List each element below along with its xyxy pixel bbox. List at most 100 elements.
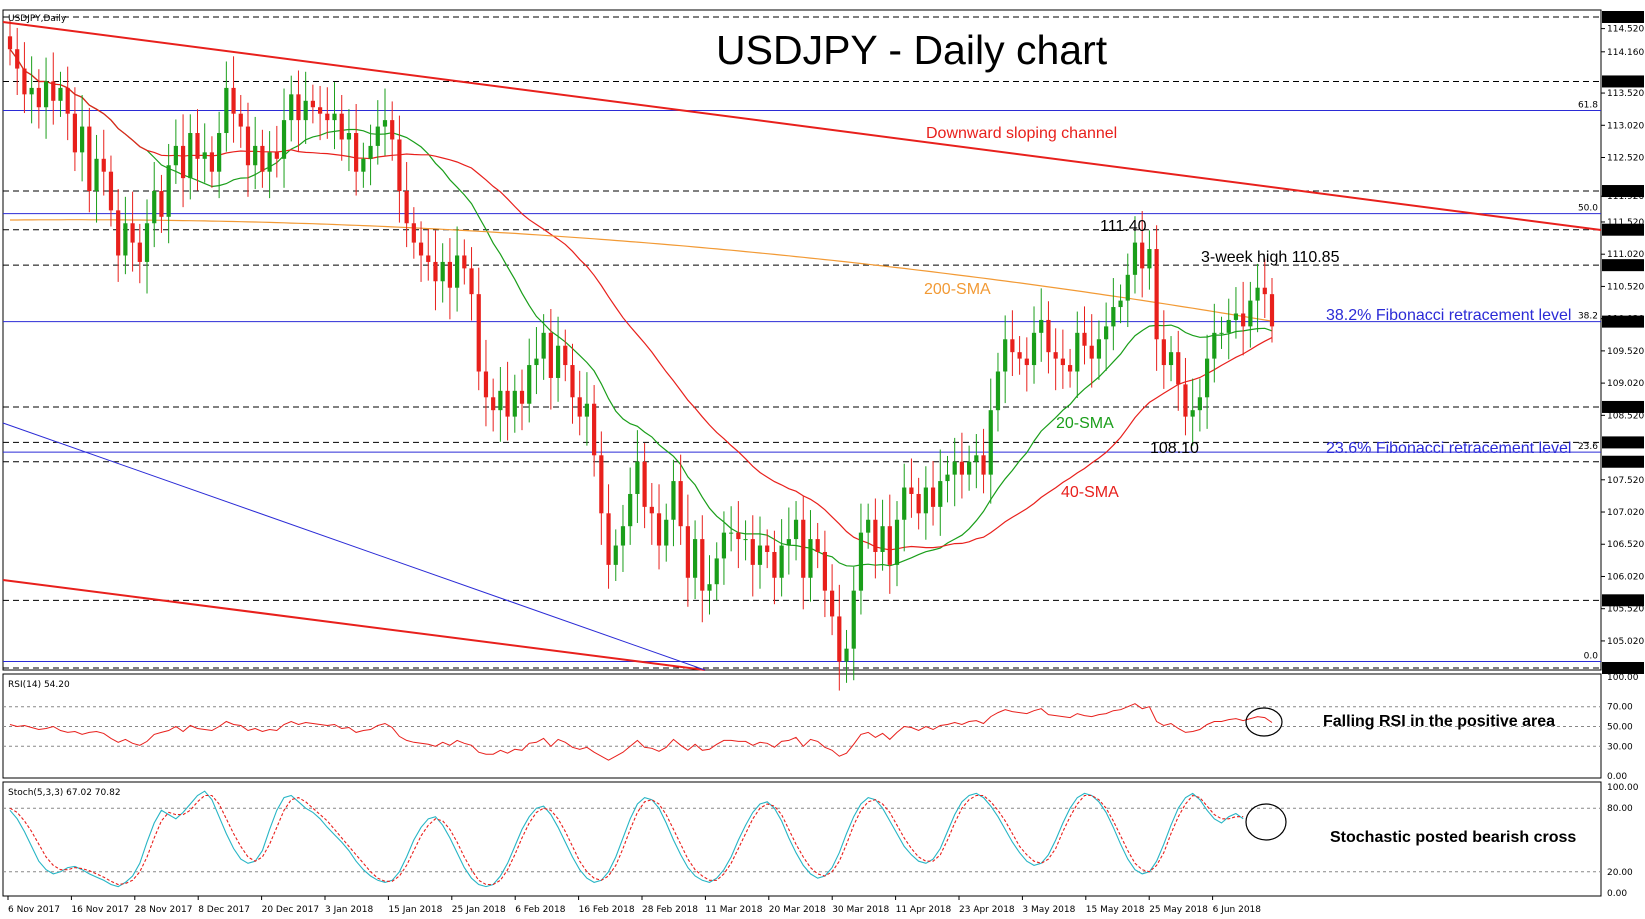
candle-body-13 bbox=[101, 158, 106, 172]
candle-body-133 bbox=[967, 461, 972, 475]
level-badge-label-7: 107.800 bbox=[1606, 458, 1643, 468]
level-badge-label-9: 104.600 bbox=[1606, 664, 1643, 674]
candle-body-162 bbox=[1176, 352, 1181, 385]
candle-body-68 bbox=[498, 390, 503, 411]
candle-body-108 bbox=[786, 539, 791, 546]
candle-body-83 bbox=[606, 513, 611, 565]
candle-body-7 bbox=[58, 87, 63, 101]
candle-body-10 bbox=[80, 126, 85, 153]
candle-body-24 bbox=[180, 145, 186, 179]
x-label-5: 3 Jan 2018 bbox=[325, 905, 373, 915]
fib-label-3: 23.6 bbox=[1578, 442, 1598, 452]
stoch-tick-label-2: 20.00 bbox=[1607, 868, 1633, 878]
candle-body-69 bbox=[505, 390, 510, 417]
chart-title: USDJPY - Daily chart bbox=[716, 27, 1108, 73]
candle-body-39 bbox=[289, 94, 294, 121]
candle-body-167 bbox=[1212, 332, 1217, 359]
x-label-7: 25 Jan 2018 bbox=[452, 905, 506, 915]
candle-body-159 bbox=[1154, 249, 1159, 340]
candle-body-163 bbox=[1183, 384, 1188, 417]
candle-body-132 bbox=[959, 461, 965, 475]
level-badge-8 bbox=[1602, 594, 1644, 607]
level-badge-3 bbox=[1602, 223, 1644, 236]
price-tick-label-2: 113.520 bbox=[1607, 89, 1644, 99]
candle-body-127 bbox=[923, 487, 928, 514]
rsi-line bbox=[9, 703, 1273, 761]
candle-body-154 bbox=[1118, 300, 1123, 308]
rsi-tick-label-3: 30.00 bbox=[1607, 742, 1633, 752]
candle-body-172 bbox=[1248, 300, 1253, 327]
stoch-highlight-circle bbox=[1245, 803, 1287, 841]
candle-body-75 bbox=[548, 332, 553, 378]
candle-body-175 bbox=[1269, 294, 1275, 327]
price-tick-label-4: 112.520 bbox=[1607, 154, 1644, 164]
candle-body-23 bbox=[173, 145, 178, 166]
level-badge-label-1: 113.700 bbox=[1606, 77, 1643, 87]
candle-body-138 bbox=[1003, 339, 1008, 372]
candle-body-33 bbox=[245, 126, 251, 166]
candle-body-149 bbox=[1082, 332, 1087, 346]
candle-body-111 bbox=[808, 539, 813, 578]
x-label-4: 20 Dec 2017 bbox=[262, 905, 320, 915]
price-tick-label-18: 105.020 bbox=[1607, 637, 1644, 647]
price-tick-label-10: 109.520 bbox=[1607, 347, 1644, 357]
candle-body-27 bbox=[202, 152, 207, 159]
candle-body-121 bbox=[880, 526, 885, 552]
candle-body-70 bbox=[512, 390, 517, 417]
candle-body-37 bbox=[274, 152, 279, 159]
candle-body-135 bbox=[981, 455, 986, 475]
x-label-0: 6 Nov 2017 bbox=[8, 905, 60, 915]
candle-body-136 bbox=[988, 410, 993, 475]
candle-body-60 bbox=[440, 261, 445, 282]
candle-body-28 bbox=[209, 152, 215, 172]
candle-body-118 bbox=[858, 532, 864, 591]
annotation-200-sma: 200-SMA bbox=[924, 281, 991, 298]
candle-body-100 bbox=[729, 532, 734, 534]
x-label-17: 15 May 2018 bbox=[1086, 905, 1145, 915]
candle-body-35 bbox=[260, 145, 265, 172]
candle-body-43 bbox=[317, 107, 323, 114]
candle-body-174 bbox=[1262, 287, 1267, 295]
candle-body-106 bbox=[772, 551, 777, 578]
candle-body-51 bbox=[375, 126, 380, 146]
level-badge-7 bbox=[1602, 455, 1644, 468]
candle-body-9 bbox=[72, 113, 78, 153]
level-badge-5 bbox=[1602, 400, 1644, 413]
candle-body-25 bbox=[188, 133, 193, 179]
x-label-12: 20 Mar 2018 bbox=[769, 905, 826, 915]
rsi-label: RSI(14) 54.20 bbox=[8, 680, 70, 690]
price-tick-label-14: 107.020 bbox=[1607, 508, 1644, 518]
annotation-channel: Downward sloping channel bbox=[926, 125, 1117, 142]
candle-body-34 bbox=[253, 145, 258, 166]
candle-body-58 bbox=[426, 255, 431, 262]
candle-body-41 bbox=[303, 100, 308, 121]
candle-body-3 bbox=[29, 87, 34, 95]
candle-body-171 bbox=[1241, 313, 1246, 327]
candle-body-82 bbox=[599, 455, 604, 514]
candle-body-49 bbox=[361, 158, 366, 172]
candle-body-55 bbox=[404, 191, 409, 224]
price-tick-label-17: 105.520 bbox=[1607, 605, 1644, 615]
candle-body-153 bbox=[1111, 307, 1116, 327]
candle-body-42 bbox=[310, 100, 315, 108]
rsi-highlight-circle bbox=[1245, 707, 1283, 737]
candle-body-79 bbox=[577, 397, 582, 417]
x-label-15: 23 Apr 2018 bbox=[959, 905, 1015, 915]
candle-body-0 bbox=[7, 36, 13, 50]
candle-body-64 bbox=[469, 268, 474, 295]
candle-body-62 bbox=[455, 255, 460, 288]
candle-body-134 bbox=[974, 455, 979, 462]
annotation-fib-23: 23.6% Fibonacci retracement level bbox=[1326, 440, 1571, 457]
stoch-annotation: Stochastic posted bearish cross bbox=[1330, 829, 1576, 846]
candle-body-158 bbox=[1147, 249, 1152, 269]
candle-body-147 bbox=[1067, 365, 1073, 372]
fib-label-0: 61.8 bbox=[1578, 100, 1598, 110]
candle-body-140 bbox=[1017, 352, 1022, 359]
candle-body-125 bbox=[909, 487, 914, 494]
annotation-fib-38: 38.2% Fibonacci retracement level bbox=[1326, 307, 1571, 324]
candle-body-95 bbox=[692, 539, 698, 578]
price-tick-label-7: 111.020 bbox=[1607, 250, 1644, 260]
candle-body-26 bbox=[195, 133, 200, 159]
candle-body-122 bbox=[887, 526, 892, 565]
